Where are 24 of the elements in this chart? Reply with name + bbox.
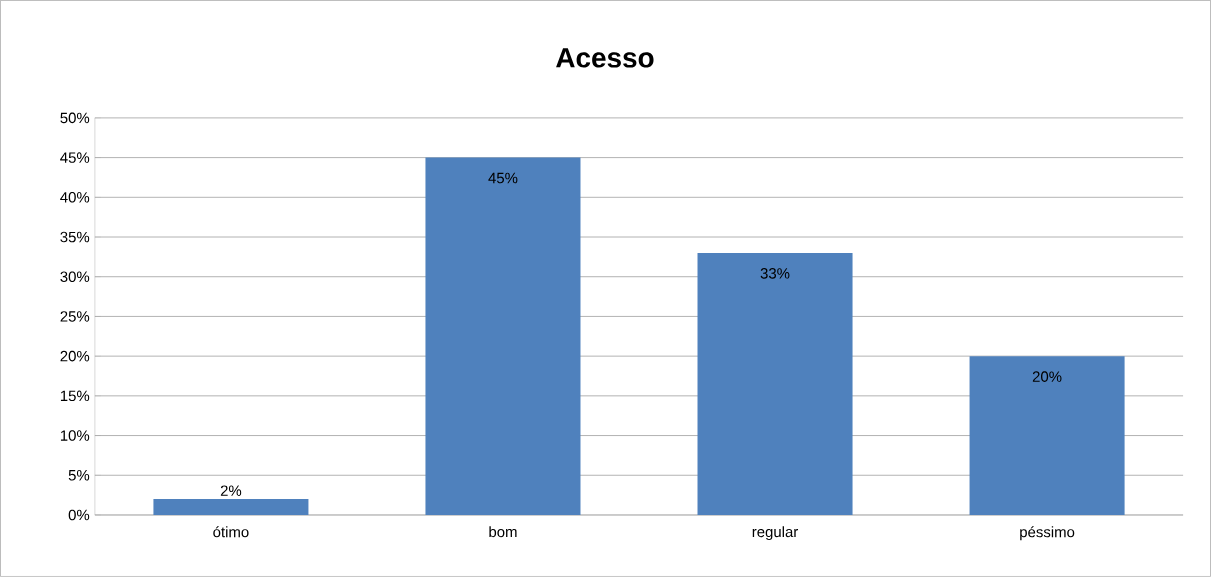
bar <box>153 499 309 516</box>
data-label: 45% <box>488 172 518 184</box>
y-tick-label: 20% <box>60 350 90 362</box>
y-tick-label: 40% <box>60 192 90 203</box>
x-tick-label: péssimo <box>1020 526 1075 541</box>
y-tick-label: 5% <box>68 470 90 481</box>
bar <box>969 356 1125 516</box>
y-tick-label: 15% <box>60 390 90 402</box>
chart-title: Acesso <box>556 48 654 68</box>
data-label: 33% <box>760 268 790 279</box>
y-tick-label: 10% <box>60 430 90 441</box>
x-tick-label: ótimo <box>213 526 249 538</box>
data-label: 2% <box>220 485 242 496</box>
bar <box>425 157 581 516</box>
data-label: 20% <box>1032 371 1062 382</box>
bar <box>697 252 853 516</box>
y-tick-label: 50% <box>60 112 90 124</box>
y-tick-label: 0% <box>68 509 90 521</box>
y-tick-label: 30% <box>60 271 90 283</box>
x-tick-label: bom <box>489 526 517 538</box>
y-tick-label: 45% <box>60 152 90 163</box>
y-tick-label: 25% <box>60 311 90 322</box>
x-tick-label: regular <box>752 526 799 541</box>
y-tick-label: 35% <box>60 231 90 243</box>
